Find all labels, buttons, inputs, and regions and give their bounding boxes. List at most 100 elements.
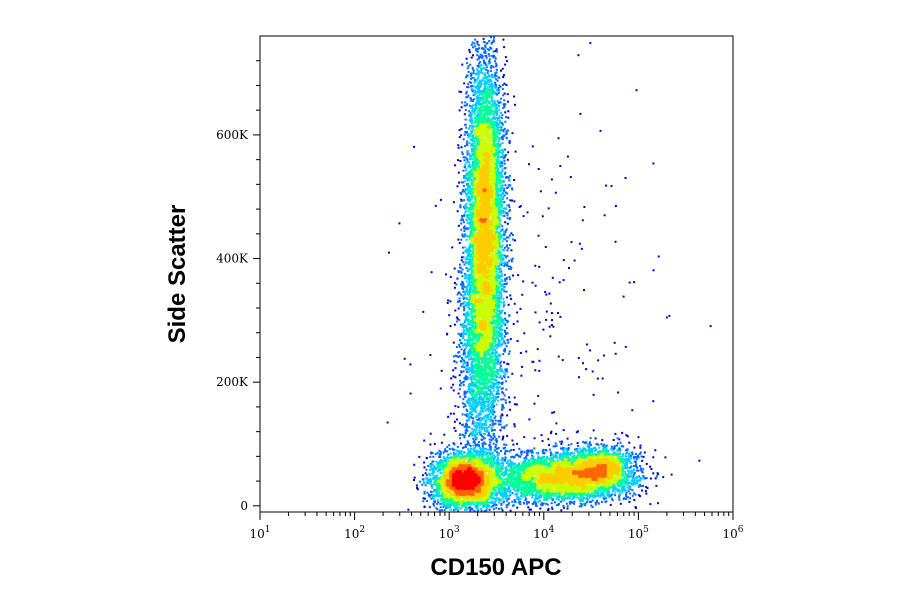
event-point <box>507 223 509 225</box>
event-point <box>478 94 480 96</box>
event-point <box>595 443 597 445</box>
event-point <box>475 87 477 89</box>
event-point <box>502 210 504 212</box>
event-point <box>528 501 530 503</box>
event-point <box>486 395 488 397</box>
event-point <box>484 394 486 396</box>
event-point <box>471 383 473 385</box>
event-point <box>495 444 497 446</box>
event-point <box>506 495 508 497</box>
event-point <box>468 165 470 167</box>
event-point <box>497 396 499 398</box>
event-point <box>504 278 506 280</box>
event-point <box>496 51 498 53</box>
event-point <box>438 495 440 497</box>
event-point <box>631 479 633 481</box>
event-point <box>625 177 627 179</box>
event-point <box>450 509 452 511</box>
event-point <box>509 266 511 268</box>
event-point <box>432 477 434 479</box>
event-point <box>635 456 637 458</box>
event-point <box>528 163 530 165</box>
event-point <box>638 436 640 438</box>
event-point <box>619 494 621 496</box>
event-point <box>560 509 562 511</box>
event-point <box>516 488 518 490</box>
event-point <box>432 452 434 454</box>
event-point <box>459 437 461 439</box>
event-point <box>592 500 594 502</box>
event-point <box>476 54 478 56</box>
event-point <box>463 351 465 353</box>
event-point <box>483 62 485 64</box>
event-point <box>505 490 507 492</box>
event-point <box>563 259 565 261</box>
event-point <box>467 196 469 198</box>
event-point <box>582 496 584 498</box>
event-point <box>468 171 470 173</box>
event-point <box>516 507 518 509</box>
event-point <box>494 76 496 78</box>
event-point <box>496 270 498 272</box>
event-point <box>652 400 654 402</box>
event-point <box>466 312 468 314</box>
event-point <box>490 403 492 405</box>
event-point <box>631 484 633 486</box>
event-point <box>496 107 498 109</box>
event-point <box>526 452 528 454</box>
event-point <box>622 487 624 489</box>
event-point <box>472 197 474 199</box>
event-point <box>461 348 463 350</box>
event-point <box>482 404 484 406</box>
event-point <box>462 256 464 258</box>
event-point <box>466 420 468 422</box>
event-point <box>629 467 631 469</box>
event-point <box>493 39 495 41</box>
event-point <box>502 94 504 96</box>
event-point <box>493 508 495 510</box>
event-point <box>606 445 608 447</box>
event-point <box>576 449 578 451</box>
event-point <box>459 271 461 273</box>
event-point <box>586 497 588 499</box>
event-point <box>492 423 494 425</box>
event-point <box>633 499 635 501</box>
event-point <box>623 498 625 500</box>
event-point <box>497 100 499 102</box>
event-point <box>498 140 500 142</box>
event-point <box>506 137 508 139</box>
event-point <box>513 449 515 451</box>
event-point <box>500 150 502 152</box>
event-point <box>505 402 507 404</box>
event-point <box>551 502 553 504</box>
event-point <box>465 396 467 398</box>
event-point <box>439 469 441 471</box>
event-point <box>422 480 424 482</box>
event-point <box>613 453 615 455</box>
event-point <box>593 497 595 499</box>
event-point <box>460 370 462 372</box>
event-point <box>467 399 469 401</box>
event-point <box>500 186 502 188</box>
event-point <box>599 450 601 452</box>
event-point <box>493 461 495 463</box>
event-point <box>592 371 594 373</box>
event-point <box>459 129 461 131</box>
event-point <box>503 46 505 48</box>
event-point <box>468 359 470 361</box>
event-point <box>558 356 560 358</box>
event-point <box>545 294 547 296</box>
event-point <box>467 362 469 364</box>
event-point <box>624 467 626 469</box>
event-point <box>639 453 641 455</box>
event-point <box>463 377 465 379</box>
event-point <box>496 381 498 383</box>
event-point <box>538 370 540 372</box>
event-point <box>607 450 609 452</box>
event-point <box>502 240 504 242</box>
event-point <box>476 426 478 428</box>
event-point <box>491 356 493 358</box>
event-point <box>462 181 464 183</box>
event-point <box>424 466 426 468</box>
event-point <box>446 450 448 452</box>
